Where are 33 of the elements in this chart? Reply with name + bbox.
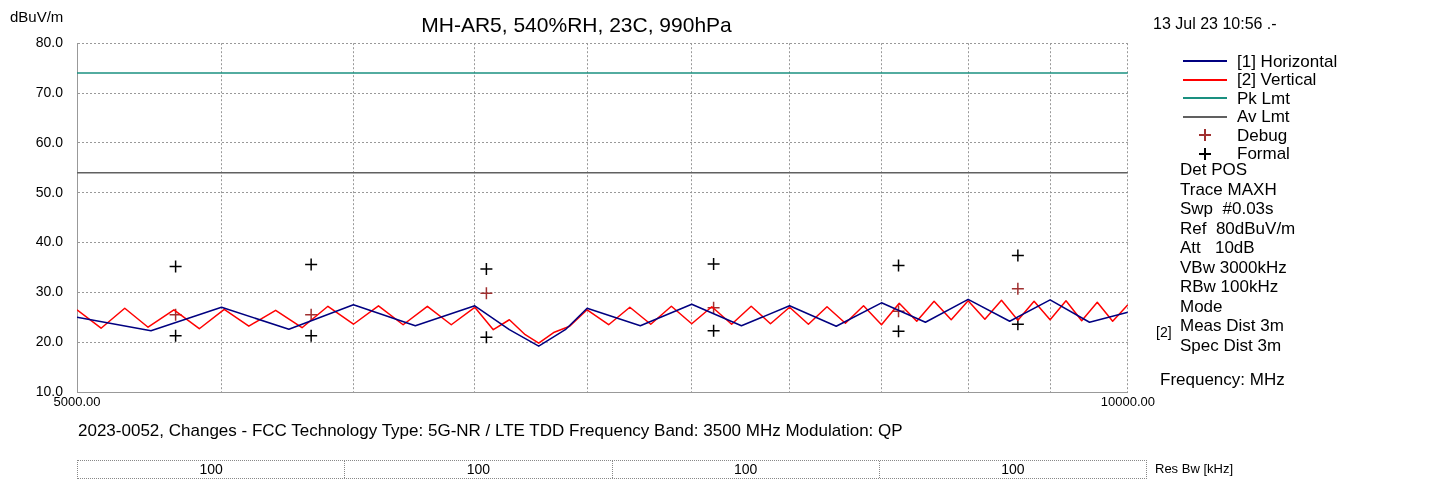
x-tick-label: 10000.00 (1100, 394, 1156, 410)
x-axis-title: Frequency: MHz (1160, 370, 1285, 389)
y-tick-label: 20.0 (35, 333, 64, 350)
legend-label: [2] Vertical (1237, 70, 1317, 90)
text: RBw 100kHz (1180, 277, 1280, 297)
y-tick-label: 40.0 (35, 233, 64, 250)
text: Swp #0.03s (1180, 199, 1275, 219)
text: 100 (344, 461, 612, 478)
legend-label: [1] Horizontal (1237, 51, 1338, 71)
text: [2] (1156, 323, 1172, 342)
legend-label: Av Lmt (1237, 107, 1290, 127)
text: Meas Dist 3m (1180, 316, 1285, 336)
text: 2023-0052, Changes - FCC Technology Type: 5G-NR / LTE TDD Frequency Band: 3500 MHz Modulation: QP (78, 421, 904, 440)
text: 100 (611, 461, 879, 478)
text: Att 10dB (1180, 238, 1256, 258)
y-tick-label: 30.0 (35, 283, 64, 300)
text: Mode (1180, 296, 1224, 316)
text: Ref 80dBuV/m (1180, 218, 1296, 238)
legend-label: Pk Lmt (1237, 88, 1290, 108)
text: 100 (198, 461, 224, 478)
chart-title: MH-AR5, 540%RH, 23C, 990hPa (421, 13, 733, 37)
y-tick-label: 70.0 (35, 83, 64, 100)
text: 13 Jul 23 10:56 .- (1153, 14, 1277, 33)
y-axis-title: dBuV/m (10, 7, 64, 25)
y-tick-label: 50.0 (35, 183, 64, 200)
text: Spec Dist 3m (1180, 335, 1283, 355)
legend-label: Debug (1237, 125, 1288, 145)
y-tick-label: 80.0 (35, 34, 64, 51)
text: VBw 3000kHz (1180, 257, 1288, 277)
text: Trace MAXH (1180, 179, 1278, 199)
text: 100 (878, 461, 1146, 478)
text: Res Bw [kHz] (1155, 461, 1234, 476)
y-tick-label: 60.0 (35, 133, 64, 150)
